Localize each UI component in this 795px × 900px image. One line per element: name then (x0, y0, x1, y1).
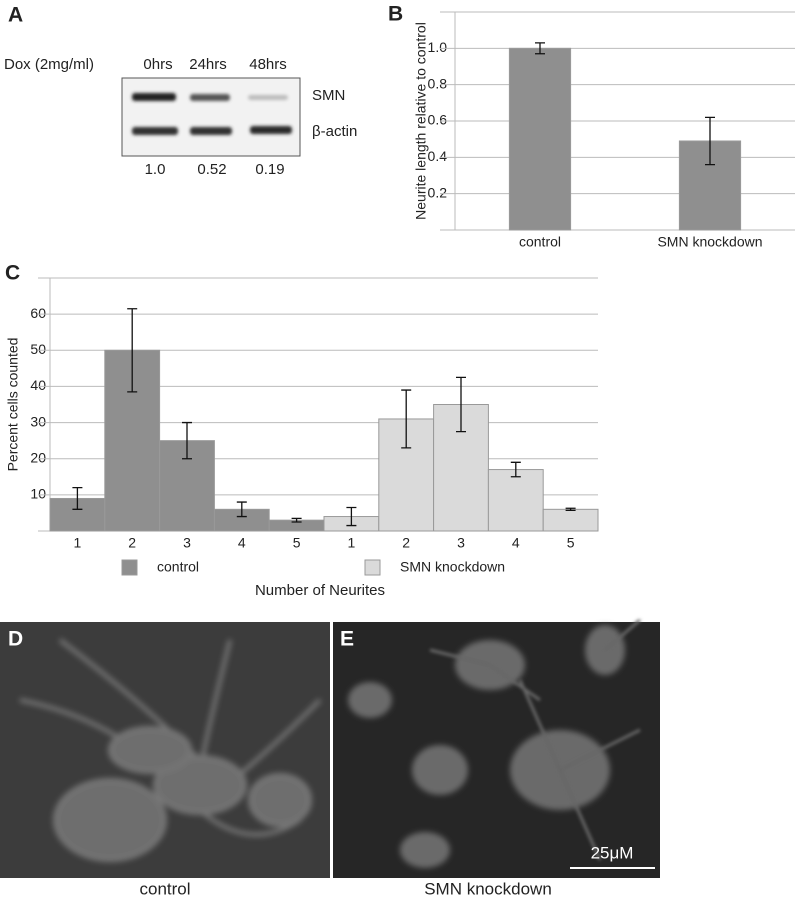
x-axis-label: Number of Neurites (255, 582, 385, 599)
error-bar (346, 506, 357, 527)
x-tick-label: 1 (74, 535, 82, 551)
y-tick-label: 20 (30, 449, 46, 465)
treatment-label: Dox (2mg/ml) (4, 56, 94, 73)
bar (508, 47, 572, 231)
legend-label: SMN knockdown (400, 559, 505, 575)
caption: SMN knockdown (424, 879, 552, 898)
x-tick-label: 1 (348, 535, 356, 551)
quantification: 0.19 (255, 161, 284, 178)
legend-swatch (364, 559, 381, 576)
y-tick-label: 0.8 (428, 75, 448, 91)
y-axis-label: Percent cells counted (5, 338, 21, 472)
micrograph (333, 618, 660, 878)
x-tick-label: 4 (238, 535, 246, 551)
x-tick-label: control (519, 234, 561, 250)
y-tick-label: 0.2 (428, 184, 448, 200)
error-bar (291, 517, 302, 523)
x-tick-label: 4 (512, 535, 520, 551)
y-tick-label: 1.0 (428, 39, 448, 55)
y-tick-label: 10 (30, 486, 46, 502)
bar (487, 469, 544, 532)
micrograph (0, 622, 330, 878)
y-tick-label: 50 (30, 341, 46, 357)
y-axis-label: Neurite length relative to control (413, 22, 429, 220)
panel-label: A (8, 4, 23, 27)
panel-label: B (388, 3, 403, 26)
error-bar (705, 116, 715, 166)
legend-swatch (121, 559, 138, 576)
error-bar (456, 376, 466, 433)
x-tick-label: 5 (293, 535, 301, 551)
quantification: 0.52 (197, 161, 226, 178)
x-tick-label: 3 (183, 535, 191, 551)
band-label: β-actin (312, 123, 357, 140)
legend-label: control (157, 559, 199, 575)
western-blot (121, 77, 301, 157)
y-tick-label: 40 (30, 377, 46, 393)
error-bar (127, 308, 138, 393)
y-tick-label: 30 (30, 413, 46, 429)
error-bar (565, 507, 576, 512)
error-bar (72, 486, 83, 510)
error-bar (182, 421, 192, 460)
x-tick-label: 3 (457, 535, 465, 551)
x-tick-label: 2 (128, 535, 136, 551)
panel-label: E (340, 628, 354, 651)
y-tick-label: 0.6 (428, 112, 448, 128)
y-tick-label: 0.4 (428, 148, 448, 164)
x-tick-label: SMN knockdown (657, 234, 762, 250)
timepoint: 24hrs (189, 56, 227, 73)
timepoint: 0hrs (143, 56, 172, 73)
timepoint: 48hrs (249, 56, 287, 73)
error-bar (510, 461, 521, 478)
panel-label: D (8, 628, 23, 651)
caption: control (139, 879, 190, 898)
error-bar (535, 42, 545, 55)
x-tick-label: 5 (567, 535, 575, 551)
bar (542, 508, 599, 532)
error-bar (401, 389, 412, 449)
x-tick-label: 2 (402, 535, 410, 551)
band-label: SMN (312, 87, 345, 104)
panel-label: C (5, 262, 20, 285)
scale-bar-label: 25μM (591, 843, 634, 862)
y-tick-label: 60 (30, 305, 46, 321)
quantification: 1.0 (145, 161, 166, 178)
error-bar (236, 501, 247, 518)
